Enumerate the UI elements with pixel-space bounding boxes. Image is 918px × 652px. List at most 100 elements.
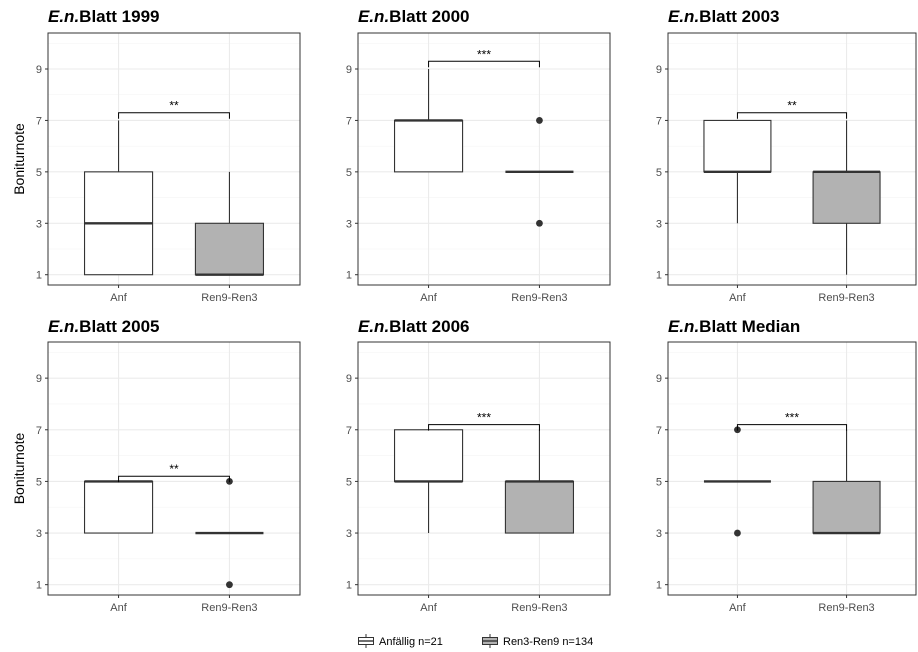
panel-title: E.n.Blatt Median [668, 317, 800, 336]
panel-title: E.n.Blatt 1999 [48, 7, 160, 26]
x-tick-label: Anf [420, 602, 437, 614]
panel-border [667, 341, 917, 596]
panel-background [668, 342, 916, 595]
panel-title-text: Blatt 2000 [389, 7, 469, 26]
box-ren [194, 171, 265, 276]
bracket-line [428, 60, 540, 68]
significance-bracket: ** [736, 99, 848, 119]
significance-label: ** [169, 462, 179, 476]
outlier-point [536, 219, 543, 227]
bracket-line [736, 112, 848, 119]
panel-border [667, 32, 917, 286]
panel-6: 1 3 5 7 9 Anf Ren9-Ren3 *** E.n.Blatt Median [656, 317, 917, 614]
y-tick-label: 9 [36, 373, 42, 385]
box-body [393, 119, 464, 173]
y-tick-label: 3 [656, 528, 662, 540]
panel-4: 1 3 5 7 9 Anf Ren9-Ren3 ** E.n.Blatt 2005 Bonitur… [11, 317, 301, 614]
y-tick-label: 3 [36, 528, 42, 540]
y-tick-label: 3 [346, 218, 352, 230]
panel-title-italic: E.n. [358, 7, 389, 26]
box-anf [83, 480, 154, 534]
box-anf [703, 119, 772, 224]
box-ren [812, 429, 881, 535]
x-tick-label: Anf [420, 292, 437, 304]
x-tick-label: Ren9-Ren3 [818, 602, 874, 614]
x-tick-label: Ren9-Ren3 [511, 602, 567, 614]
legend-item-ren: Ren3-Ren9 n=134 [482, 634, 593, 648]
panel-title-text: Blatt Median [699, 317, 800, 336]
box-ren [812, 120, 881, 275]
box-body [812, 171, 881, 224]
y-axis-label: Boniturnote [11, 432, 27, 504]
box-body [504, 480, 575, 534]
panel-title-italic: E.n. [668, 317, 699, 336]
bracket-line [736, 424, 848, 431]
box-body [393, 429, 464, 482]
panel-border [357, 341, 611, 596]
outlier-point [536, 117, 543, 124]
panel-title-italic: E.n. [358, 317, 389, 336]
y-tick-label: 5 [656, 476, 662, 488]
panel-title-italic: E.n. [48, 7, 79, 26]
panel-border [357, 32, 611, 286]
y-tick-label: 3 [346, 528, 352, 540]
significance-bracket: ** [118, 462, 230, 483]
x-tick-label: Ren9-Ren3 [818, 292, 874, 304]
box-body [703, 119, 772, 173]
panel-title: E.n.Blatt 2005 [48, 317, 160, 336]
panel-background [48, 342, 300, 595]
panel-title-text: Blatt 2003 [699, 7, 779, 26]
box-anf [393, 69, 464, 173]
panel-1: 1 3 5 7 9 Anf Ren9-Ren3 ** E.n.Blatt 1999 Bonitur… [11, 7, 301, 304]
y-tick-label: 7 [36, 115, 42, 127]
y-tick-label: 5 [656, 167, 662, 179]
x-tick-label: Anf [729, 292, 746, 304]
y-tick-label: 5 [346, 167, 352, 179]
y-tick-label: 1 [346, 270, 352, 282]
legend-item-anfaellig: Anfällig n=21 [358, 634, 443, 648]
x-tick-label: Ren9-Ren3 [201, 292, 257, 304]
y-tick-label: 7 [36, 425, 42, 437]
panel-title: E.n.Blatt 2006 [358, 317, 470, 336]
significance-bracket: *** [428, 47, 540, 68]
significance-label: ** [787, 99, 797, 113]
panel-title-text: Blatt 1999 [79, 7, 159, 26]
panel-title-text: Blatt 2005 [79, 317, 159, 336]
box-anf [83, 120, 154, 276]
panel-3: 1 3 5 7 9 Anf Ren9-Ren3 ** E.n.Blatt 2003 [656, 7, 917, 304]
box-body [194, 222, 265, 276]
legend: Anfällig n=21 Ren3-Ren9 n=134 [358, 634, 593, 648]
x-tick-label: Anf [729, 602, 746, 614]
bracket-line [428, 424, 540, 431]
box-body [812, 480, 881, 534]
box-ren [505, 117, 574, 227]
x-tick-label: Ren9-Ren3 [511, 292, 567, 304]
y-tick-label: 1 [36, 270, 42, 282]
panel-title-italic: E.n. [48, 317, 79, 336]
y-tick-label: 9 [346, 373, 352, 385]
significance-label: *** [477, 47, 491, 61]
panel-title-italic: E.n. [668, 7, 699, 26]
significance-label: ** [169, 99, 179, 113]
y-tick-label: 9 [36, 64, 42, 76]
panel-title-text: Blatt 2006 [389, 317, 469, 336]
panel-border [47, 32, 301, 286]
panel-2: 1 3 5 7 9 Anf Ren9-Ren3 *** E.n.Blatt 2000 [346, 7, 611, 304]
y-tick-label: 5 [346, 476, 352, 488]
x-tick-label: Anf [110, 292, 127, 304]
y-tick-label: 7 [346, 425, 352, 437]
y-tick-label: 9 [656, 373, 662, 385]
y-tick-label: 9 [346, 64, 352, 76]
outlier-point [734, 529, 741, 537]
y-tick-label: 1 [36, 580, 42, 592]
x-tick-label: Anf [110, 602, 127, 614]
box-body [83, 480, 154, 534]
y-axis-label: Boniturnote [11, 123, 27, 195]
bracket-line [118, 112, 230, 119]
box-ren [504, 429, 575, 534]
y-tick-label: 7 [656, 425, 662, 437]
y-tick-label: 5 [36, 167, 42, 179]
y-tick-label: 7 [346, 115, 352, 127]
bracket-line [118, 475, 230, 483]
